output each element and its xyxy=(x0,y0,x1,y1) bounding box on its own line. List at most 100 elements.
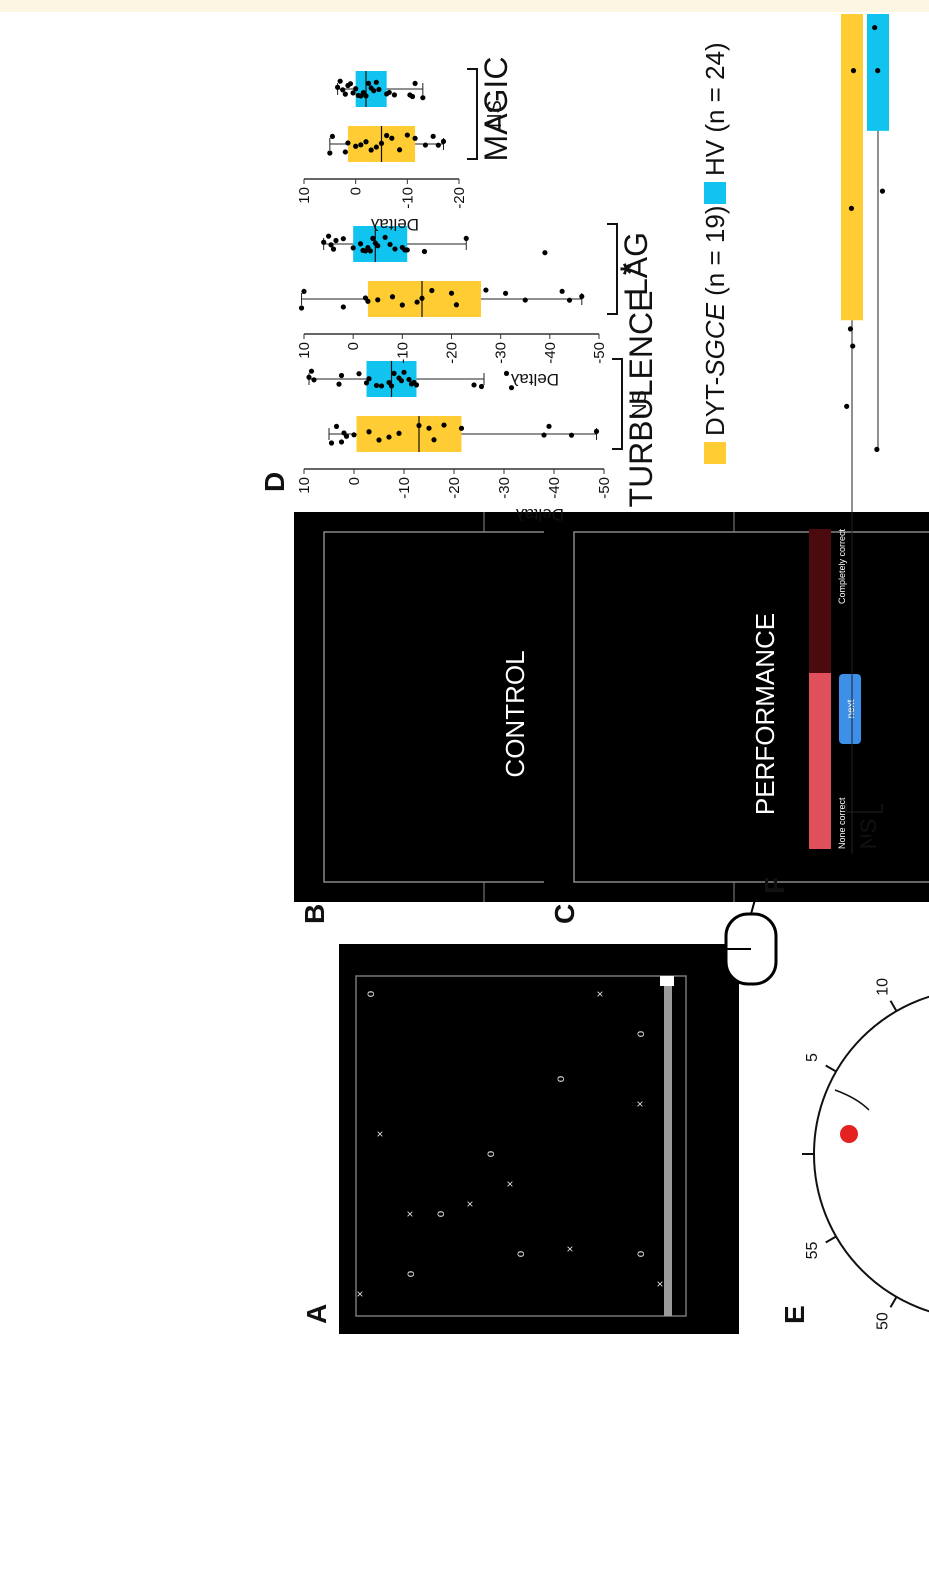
clock-dot xyxy=(840,1125,858,1143)
data-point xyxy=(337,78,343,84)
y-tick-label: 0 xyxy=(345,342,362,350)
data-point xyxy=(376,437,382,443)
data-point xyxy=(308,368,315,374)
data-point xyxy=(386,89,392,96)
data-point xyxy=(396,430,402,436)
data-point xyxy=(373,144,379,150)
data-point xyxy=(471,382,477,388)
stimulus-cross: × xyxy=(353,1290,367,1297)
data-point xyxy=(350,90,356,96)
stimulus-cross: × xyxy=(373,1130,387,1137)
data-point xyxy=(579,293,585,300)
c-left-label: None correct xyxy=(837,797,847,849)
data-point xyxy=(401,369,407,375)
c-title: PERFORMANCE xyxy=(750,613,780,815)
significance-bracket xyxy=(607,223,618,315)
data-point xyxy=(874,446,880,452)
data-point xyxy=(420,95,426,101)
data-point xyxy=(441,422,447,428)
data-point xyxy=(872,24,878,31)
y-tick-label: -50 xyxy=(596,477,613,499)
data-point xyxy=(375,297,381,303)
rotated-figure: A×××××××××ooooooooBCONTROLNo controlComp… xyxy=(264,14,929,1334)
legend-d: DYT-SGCE (n = 19) HV (n = 24) xyxy=(700,42,730,464)
data-point xyxy=(406,376,412,383)
data-point xyxy=(879,188,886,194)
data-point xyxy=(431,437,437,443)
data-point xyxy=(391,370,397,376)
stimulus-circle: o xyxy=(553,1075,567,1082)
data-point xyxy=(416,422,422,429)
data-point xyxy=(342,91,348,97)
stimulus-cross: × xyxy=(463,1200,477,1207)
rotation-arrow xyxy=(834,1089,870,1111)
data-point xyxy=(357,241,364,247)
panel-label-c: C xyxy=(549,904,580,924)
data-point xyxy=(298,305,305,311)
data-point xyxy=(870,834,876,840)
data-point xyxy=(541,432,547,438)
data-point xyxy=(301,288,307,295)
data-point xyxy=(503,370,510,377)
y-tick-label: 10 xyxy=(296,187,313,204)
y-tick-label: -50 xyxy=(591,342,608,364)
data-point xyxy=(358,142,364,148)
data-point xyxy=(330,246,337,252)
data-point xyxy=(396,147,403,153)
data-point xyxy=(542,250,548,256)
data-point xyxy=(334,84,341,90)
data-point xyxy=(327,150,333,156)
data-point xyxy=(342,149,348,155)
stimulus-circle: o xyxy=(403,1270,417,1277)
c-right-label: Completely correct xyxy=(837,529,847,605)
y-tick-label: 0 xyxy=(348,187,365,195)
legend-swatch-hv xyxy=(704,182,726,204)
data-point xyxy=(409,93,416,100)
y-axis-label: Deltaλ xyxy=(510,370,559,389)
y-tick-label: -10 xyxy=(394,342,411,364)
data-point xyxy=(363,139,369,145)
c-screen xyxy=(544,512,929,902)
clock-tick xyxy=(825,1235,837,1244)
y-tick-label: -40 xyxy=(546,477,563,499)
data-point xyxy=(388,383,395,389)
data-point xyxy=(430,133,436,139)
data-point xyxy=(338,439,345,445)
clock-tick xyxy=(889,1000,898,1012)
data-point xyxy=(333,237,339,244)
data-point xyxy=(478,383,485,390)
data-point xyxy=(353,143,359,149)
b-title: CONTROL xyxy=(500,650,530,777)
data-point xyxy=(398,378,405,384)
data-point xyxy=(502,290,509,296)
data-point xyxy=(483,287,489,293)
data-point xyxy=(435,142,441,148)
data-point xyxy=(340,304,346,310)
data-point xyxy=(508,385,515,391)
data-point xyxy=(391,92,398,98)
y-tick-label: -30 xyxy=(496,477,513,499)
data-point xyxy=(350,245,356,251)
row-bracket xyxy=(845,804,883,813)
chart-title: LAG xyxy=(618,232,654,296)
data-point xyxy=(353,86,359,92)
data-point xyxy=(370,235,376,241)
data-point xyxy=(328,440,335,446)
data-point xyxy=(382,234,388,240)
data-point xyxy=(384,132,390,139)
data-point xyxy=(340,87,346,93)
data-point xyxy=(386,434,392,440)
data-point xyxy=(414,299,420,305)
data-point xyxy=(844,403,850,409)
panel-label-b: B xyxy=(299,904,330,924)
c-scale-fill xyxy=(809,673,831,849)
figure-frame: A×××××××××ooooooooBCONTROLNo controlComp… xyxy=(0,14,929,1596)
data-point xyxy=(413,382,420,388)
panel-label-e: E xyxy=(779,1305,810,1324)
mouse-icon xyxy=(724,895,778,986)
data-point xyxy=(879,679,885,685)
data-point xyxy=(559,288,565,294)
stimulus-circle: o xyxy=(513,1250,527,1257)
significance-label: NS xyxy=(629,390,651,418)
data-point xyxy=(875,68,881,74)
